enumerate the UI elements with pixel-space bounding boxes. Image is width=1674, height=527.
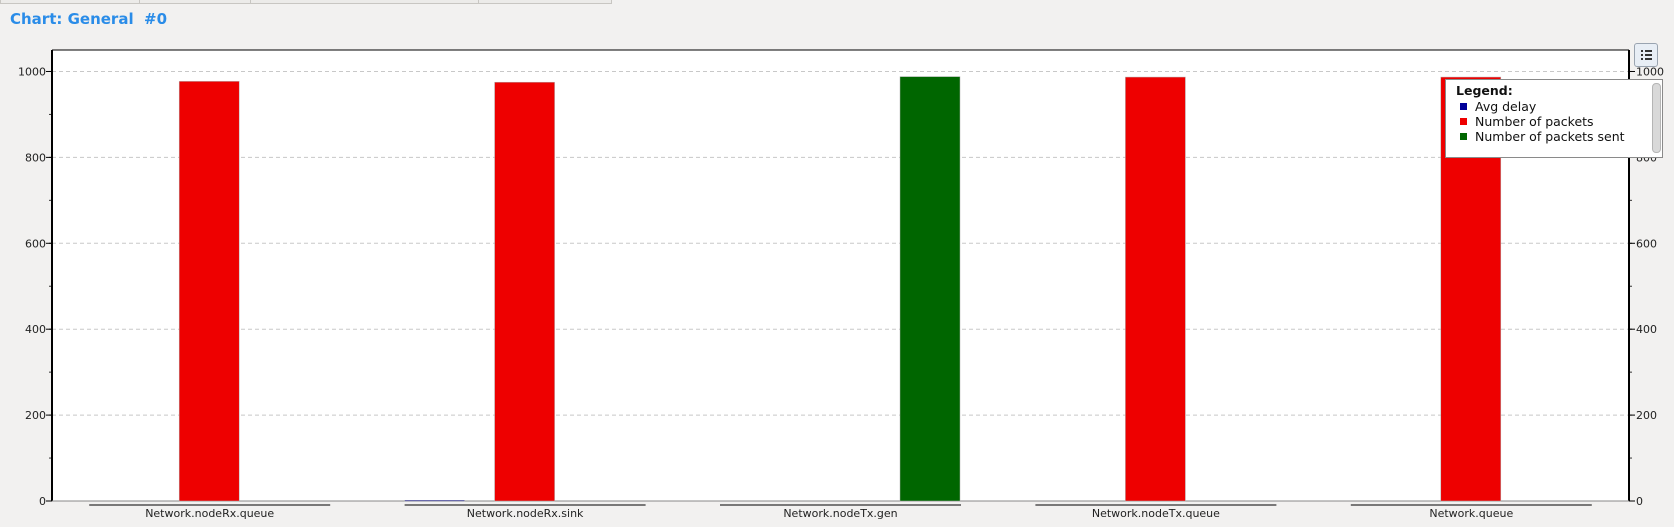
x-category-label: Network.nodeTx.queue	[1092, 507, 1220, 520]
legend-item-avg-delay: Avg delay	[1460, 99, 1536, 114]
legend-item-number-of-packets-sent: Number of packets sent	[1460, 129, 1625, 144]
x-category-label: Network.nodeRx.sink	[467, 507, 584, 520]
bar	[404, 500, 465, 502]
legend-toggle-button[interactable]	[1634, 43, 1658, 67]
bar	[494, 81, 555, 502]
y-tick-label-left: 1000	[18, 65, 46, 78]
tab-4[interactable]	[478, 0, 612, 4]
y-tick-label-right: 200	[1636, 409, 1657, 422]
legend-swatch	[1460, 118, 1467, 125]
legend-label: Number of packets	[1475, 114, 1594, 129]
y-tick-label-left: 200	[25, 409, 46, 422]
y-tick-label-left: 400	[25, 323, 46, 336]
y-tick-label-right: 400	[1636, 323, 1657, 336]
plot-area	[52, 50, 1629, 501]
y-tick-label-right: 1000	[1636, 65, 1664, 78]
legend: Legend: Avg delay Number of packets Numb…	[1445, 79, 1663, 158]
bar	[1125, 76, 1186, 502]
legend-label: Avg delay	[1475, 99, 1537, 114]
legend-title: Legend:	[1456, 83, 1513, 98]
legend-item-number-of-packets: Number of packets	[1460, 114, 1594, 129]
x-category-label: Network.nodeRx.queue	[145, 507, 274, 520]
legend-scrollbar[interactable]	[1652, 83, 1661, 153]
x-category-label: Network.queue	[1429, 507, 1513, 520]
bar	[899, 76, 961, 502]
y-tick-label-right: 0	[1636, 495, 1643, 508]
x-category-label: Network.nodeTx.gen	[783, 507, 897, 520]
y-tick-label-left: 800	[25, 151, 46, 164]
legend-swatch	[1460, 103, 1467, 110]
legend-swatch	[1460, 133, 1467, 140]
legend-label: Number of packets sent	[1475, 129, 1625, 144]
y-tick-label-left: 0	[39, 495, 46, 508]
y-tick-label-right: 600	[1636, 237, 1657, 250]
legend-list-icon	[1641, 50, 1652, 60]
bar	[178, 81, 240, 502]
chart-title: Chart: General #0	[10, 10, 168, 28]
tab-strip	[0, 0, 1674, 5]
y-tick-label-left: 600	[25, 237, 46, 250]
